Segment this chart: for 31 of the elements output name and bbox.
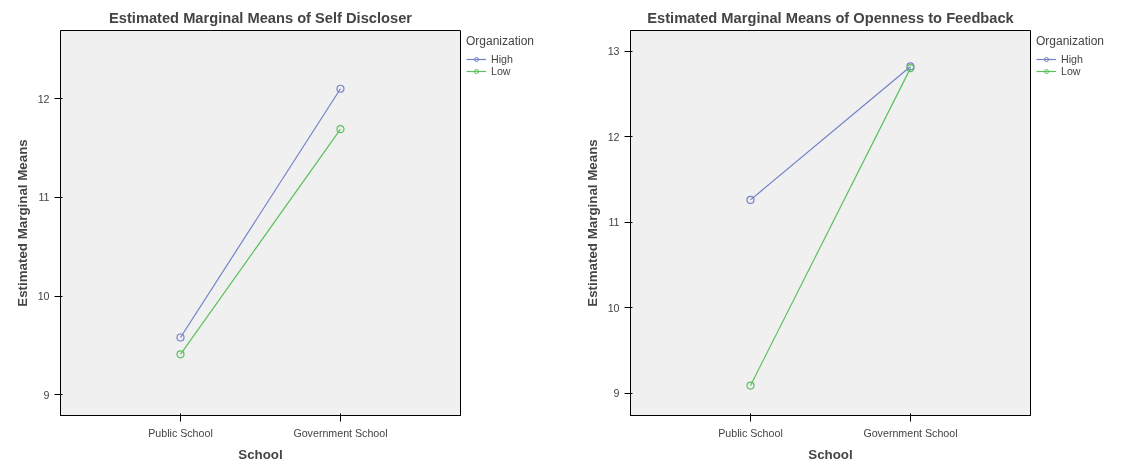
y-tick-label: 10 [607, 301, 620, 314]
x-tick-label: Public School [148, 426, 213, 439]
y-tick-label: 9 [613, 387, 620, 400]
point [176, 350, 185, 359]
x-tick-label: Public School [718, 426, 783, 439]
y-tick-label: 9 [43, 388, 50, 401]
y-tick-label: 13 [607, 45, 620, 58]
y-tick-label: 11 [608, 216, 620, 229]
legend-title: Organization [466, 34, 535, 48]
legend-label: High [1061, 53, 1083, 65]
point [176, 333, 185, 342]
y-tick-label: 10 [37, 290, 50, 303]
x-tick-label: Government School [293, 426, 388, 439]
legend-label: Low [491, 65, 511, 77]
x-tick-label: Government School [863, 426, 958, 439]
legend-label: High [491, 53, 513, 65]
point [746, 381, 755, 390]
x-axis-title: School [238, 446, 283, 462]
point [336, 125, 345, 134]
legend-label: Low [1061, 65, 1081, 77]
y-axis-title: Estimated Marginal Means [14, 139, 30, 307]
x-axis-title: School [808, 446, 853, 462]
point [336, 84, 345, 93]
chart-title: Estimated Marginal Means of Self Discloser [109, 9, 413, 26]
legend-title: Organization [1036, 34, 1105, 48]
y-tick-label: 11 [38, 191, 50, 204]
chart-title: Estimated Marginal Means of Openness to Feedback [647, 9, 1015, 26]
y-tick-label: 12 [37, 92, 50, 105]
y-axis-title: Estimated Marginal Means [584, 139, 600, 307]
point [746, 195, 755, 204]
y-tick-label: 12 [607, 130, 620, 143]
